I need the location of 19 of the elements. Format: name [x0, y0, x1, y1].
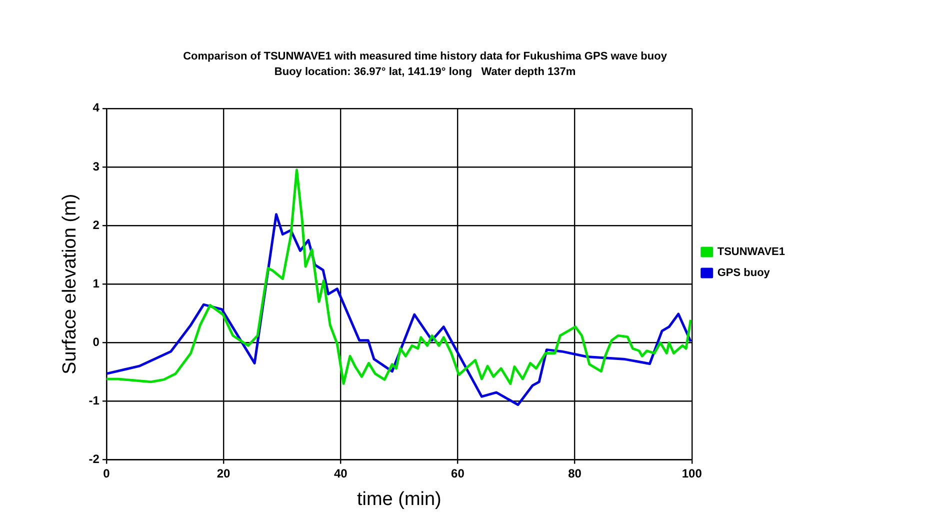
y-tick-label: 0 — [92, 334, 100, 349]
x-axis-title: time (min) — [356, 488, 442, 510]
legend-label: TSUNWAVE1 — [717, 246, 785, 258]
x-tick-label: 40 — [334, 466, 348, 480]
x-tick-label: 100 — [682, 466, 702, 480]
chart-subtitle: Buoy location: 36.97° lat, 141.19° long Water depth 137m — [274, 66, 576, 78]
y-tick-label: 3 — [92, 159, 100, 174]
y-tick-label: -1 — [88, 394, 100, 408]
y-tick-label: 2 — [92, 218, 100, 232]
y-axis-title: Surface elevation (m) — [60, 194, 81, 374]
y-tick-label: -2 — [88, 452, 100, 466]
x-tick-label: 60 — [451, 466, 465, 480]
y-tick-label: 1 — [92, 276, 100, 290]
chart-title: Comparison of TSUNWAVE1 with measured time history data for Fukushima GPS wave buoy — [183, 50, 668, 63]
x-tick-label: 0 — [103, 466, 110, 480]
legend-label: GPS buoy — [717, 267, 771, 280]
x-tick-label: 80 — [568, 466, 582, 480]
y-tick-label: 4 — [92, 100, 100, 115]
x-tick-label: 20 — [216, 466, 231, 480]
